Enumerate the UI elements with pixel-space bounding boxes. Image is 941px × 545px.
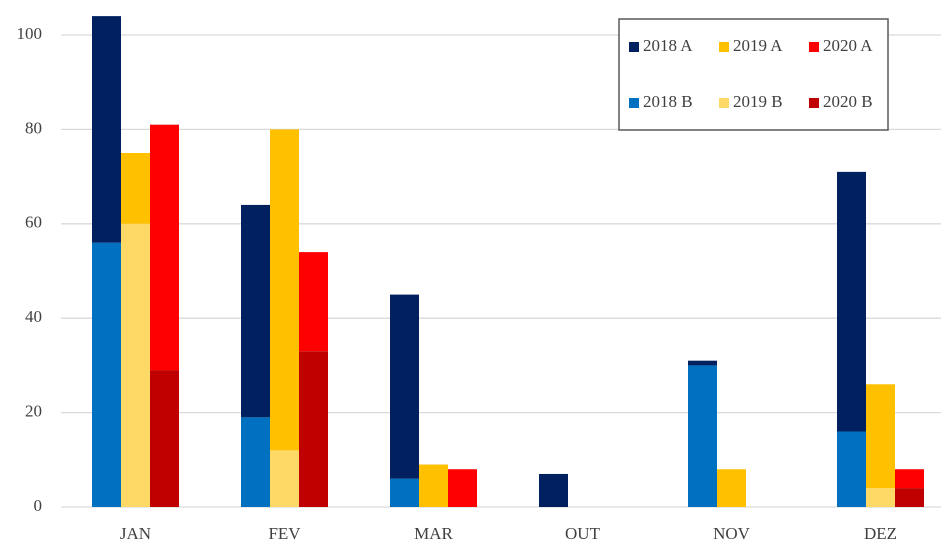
x-tick-label: OUT xyxy=(565,524,601,543)
bar-segment xyxy=(717,469,746,507)
legend: 2018 A 2019 A 2020 A 2018 B 2019 B 2020 B xyxy=(618,18,889,131)
legend-label: 2020 A xyxy=(823,36,873,55)
legend-label: 2018 B xyxy=(643,92,693,111)
bar-segment xyxy=(390,478,419,507)
bar-segment xyxy=(390,294,419,479)
y-tick-label: 80 xyxy=(25,118,42,137)
legend-label: 2019 A xyxy=(733,36,783,55)
bar-segment xyxy=(270,129,299,451)
y-tick-label: 0 xyxy=(34,496,43,515)
y-tick-label: 100 xyxy=(17,24,43,43)
bar-segment xyxy=(270,450,299,507)
bar-segment xyxy=(837,431,866,507)
bar-segment xyxy=(895,469,924,489)
bar-segment xyxy=(895,488,924,507)
x-tick-label: FEV xyxy=(268,524,301,543)
legend-swatch xyxy=(629,98,639,108)
legend-swatch xyxy=(629,42,639,52)
bar-segment xyxy=(241,417,270,507)
x-tick-label: JAN xyxy=(120,524,151,543)
bar-segment xyxy=(92,242,121,507)
x-tick-label: NOV xyxy=(713,524,751,543)
bar-segment xyxy=(299,351,328,507)
legend-box xyxy=(618,18,889,131)
bar-segment xyxy=(448,469,477,507)
bar-segment xyxy=(121,223,150,508)
x-tick-label: MAR xyxy=(414,524,453,543)
bar-segment xyxy=(539,473,568,507)
y-tick-label: 60 xyxy=(25,213,42,232)
y-tick-label: 20 xyxy=(25,402,42,421)
legend-swatch xyxy=(719,42,729,52)
bar-segment xyxy=(837,171,866,432)
bar-segment xyxy=(866,384,895,489)
legend-label: 2020 B xyxy=(823,92,873,111)
bar-segment xyxy=(299,252,328,352)
legend-swatch xyxy=(809,98,819,108)
bar-segment xyxy=(121,153,150,224)
legend-swatch xyxy=(719,98,729,108)
bar-segment xyxy=(866,488,895,507)
y-tick-label: 40 xyxy=(25,307,42,326)
x-tick-label: DEZ xyxy=(864,524,897,543)
legend-label: 2018 A xyxy=(643,36,693,55)
bar-segment xyxy=(92,16,121,243)
bar-segment xyxy=(688,365,717,507)
legend-label: 2019 B xyxy=(733,92,783,111)
legend-swatch xyxy=(809,42,819,52)
bar-segment xyxy=(241,204,270,418)
bar-segment xyxy=(150,370,179,507)
bar-segment xyxy=(688,360,717,366)
bar-segment xyxy=(419,464,448,507)
bar-segment xyxy=(150,124,179,371)
